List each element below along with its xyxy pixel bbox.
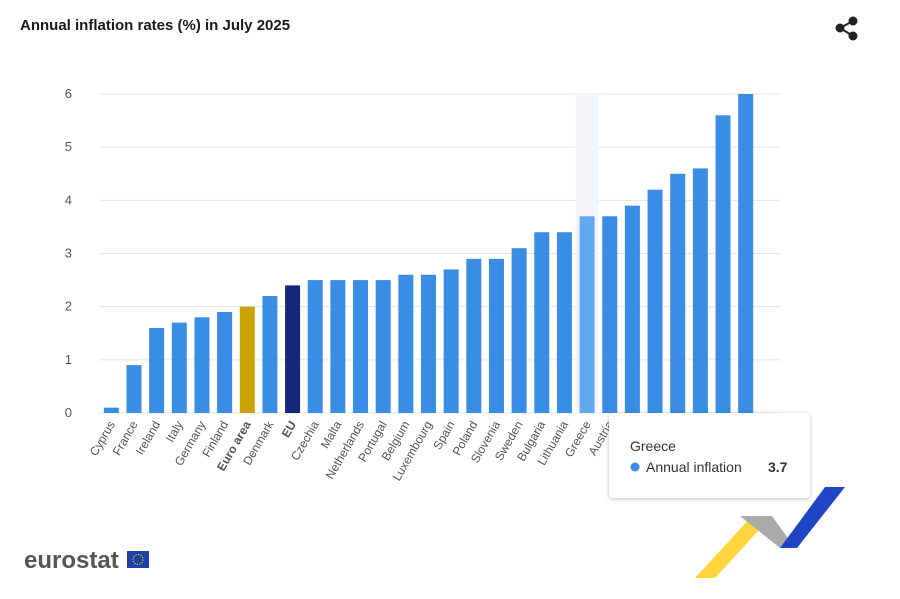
bar bbox=[534, 232, 550, 413]
y-tick-label: 1 bbox=[65, 352, 72, 367]
bar bbox=[149, 327, 165, 413]
bar bbox=[602, 216, 618, 413]
y-tick-label: 6 bbox=[65, 86, 72, 101]
brand-logo: eurostat bbox=[24, 547, 119, 574]
y-tick-label: 5 bbox=[65, 139, 72, 154]
bar bbox=[692, 168, 708, 413]
bar bbox=[670, 173, 686, 413]
share-icon[interactable] bbox=[835, 16, 858, 41]
bar bbox=[194, 317, 210, 413]
bar bbox=[556, 232, 572, 413]
bar bbox=[398, 274, 414, 413]
bar bbox=[262, 296, 278, 413]
y-tick-label: 2 bbox=[65, 299, 72, 314]
tooltip-value: 3.7 bbox=[768, 459, 788, 475]
y-tick-label: 4 bbox=[65, 192, 72, 207]
bar bbox=[647, 189, 663, 413]
bar bbox=[375, 280, 391, 413]
bar bbox=[353, 280, 369, 413]
bar bbox=[285, 285, 301, 413]
bar bbox=[103, 407, 119, 413]
tooltip bbox=[609, 413, 810, 498]
decoration bbox=[695, 487, 845, 578]
y-tick-label: 0 bbox=[65, 405, 72, 420]
tooltip-title: Greece bbox=[630, 438, 676, 454]
bar bbox=[488, 258, 504, 413]
bar bbox=[421, 274, 436, 413]
eu-flag bbox=[127, 551, 149, 568]
tooltip-series: Annual inflation bbox=[646, 459, 742, 475]
tooltip-dot bbox=[630, 462, 640, 472]
bar bbox=[443, 269, 459, 413]
bar bbox=[239, 306, 255, 413]
x-tick-label: EU bbox=[279, 419, 299, 440]
chart-title: Annual inflation rates (%) in July 2025 bbox=[20, 17, 290, 34]
bar bbox=[511, 248, 527, 413]
bar bbox=[330, 280, 346, 413]
bar bbox=[466, 258, 482, 413]
bar bbox=[579, 216, 595, 413]
y-tick-label: 3 bbox=[65, 246, 72, 261]
bar bbox=[715, 115, 731, 414]
bar bbox=[217, 311, 233, 413]
x-tick-label: Italy bbox=[163, 419, 186, 445]
bar bbox=[171, 322, 187, 413]
bar bbox=[126, 365, 142, 413]
bar bbox=[307, 280, 323, 413]
bar bbox=[738, 94, 754, 413]
bar bbox=[624, 205, 640, 413]
